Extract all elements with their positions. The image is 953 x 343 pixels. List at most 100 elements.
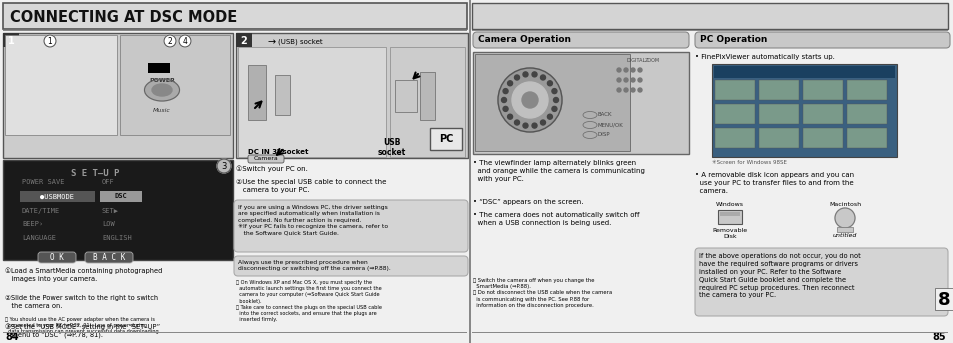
- FancyBboxPatch shape: [695, 248, 947, 316]
- Circle shape: [502, 88, 508, 94]
- Text: • The viewfinder lamp alternately blinks green
  and orange while the camera is : • The viewfinder lamp alternately blinks…: [473, 160, 644, 182]
- Circle shape: [547, 81, 552, 86]
- Text: 1: 1: [8, 36, 14, 46]
- Bar: [759, 128, 799, 148]
- Circle shape: [44, 35, 56, 47]
- Text: DIGITAL: DIGITAL: [626, 58, 645, 62]
- Bar: [419, 72, 435, 120]
- Text: Camera: Camera: [253, 156, 278, 162]
- Text: CONNECTING AT DSC MODE: CONNECTING AT DSC MODE: [10, 10, 237, 24]
- Text: ②Use the special USB cable to connect the
   camera to your PC.: ②Use the special USB cable to connect th…: [235, 179, 386, 193]
- Text: If the above operations do not occur, you do not
have the required software prog: If the above operations do not occur, yo…: [699, 253, 860, 298]
- Ellipse shape: [582, 121, 597, 129]
- Circle shape: [179, 35, 191, 47]
- Text: (USB) socket: (USB) socket: [277, 39, 322, 45]
- Text: Music: Music: [153, 107, 171, 113]
- Bar: [3, 332, 467, 333]
- Bar: [20, 191, 95, 202]
- Circle shape: [514, 75, 519, 80]
- Text: ③Set the “USB MODE” setting in the “SET–UP”
   menu to “DSC” (⇒P.78, 81).: ③Set the “USB MODE” setting in the “SET–…: [5, 323, 160, 338]
- Circle shape: [532, 72, 537, 77]
- Circle shape: [617, 78, 620, 82]
- Bar: [3, 33, 19, 47]
- Text: Camera Operation: Camera Operation: [477, 35, 571, 45]
- Bar: [100, 191, 142, 202]
- Circle shape: [216, 159, 231, 173]
- Bar: [692, 0, 953, 343]
- Text: ✳Screen for Windows 98SE: ✳Screen for Windows 98SE: [711, 160, 786, 165]
- Bar: [237, 47, 386, 157]
- Bar: [3, 30, 467, 31]
- Bar: [472, 332, 947, 333]
- Bar: [3, 160, 233, 260]
- Bar: [934, 288, 953, 310]
- Bar: [720, 212, 740, 216]
- Text: SET▶: SET▶: [102, 208, 119, 213]
- FancyBboxPatch shape: [233, 200, 468, 252]
- Text: 84: 84: [5, 332, 19, 342]
- Circle shape: [623, 88, 627, 92]
- Bar: [472, 3, 947, 29]
- Text: 4: 4: [182, 37, 187, 46]
- Bar: [472, 30, 947, 31]
- Bar: [713, 66, 894, 78]
- Text: BACK: BACK: [598, 113, 612, 118]
- Circle shape: [512, 82, 547, 118]
- Circle shape: [834, 208, 854, 228]
- Text: DISP: DISP: [598, 132, 610, 138]
- Bar: [3, 3, 467, 29]
- Text: ⓘ Switch the camera off when you change the
  SmartMedia (⇒P.88).
ⓘ Do not disco: ⓘ Switch the camera off when you change …: [473, 278, 612, 308]
- Bar: [846, 128, 886, 148]
- Text: • A removable disk icon appears and you can
  use your PC to transfer files to a: • A removable disk icon appears and you …: [695, 172, 853, 194]
- Circle shape: [522, 123, 527, 128]
- FancyBboxPatch shape: [85, 252, 132, 263]
- Text: If you are using a Windows PC, the driver settings
are specified automatically w: If you are using a Windows PC, the drive…: [237, 205, 388, 236]
- Text: • “DSC” appears on the screen.: • “DSC” appears on the screen.: [473, 199, 583, 205]
- Text: POWER SAVE: POWER SAVE: [22, 179, 65, 186]
- Text: Windows: Windows: [716, 202, 743, 207]
- Circle shape: [514, 120, 519, 125]
- Circle shape: [623, 68, 627, 72]
- Text: ⓘ You should use the AC power adapter when the camera is
  connected to your PC : ⓘ You should use the AC power adapter wh…: [5, 317, 160, 334]
- Bar: [802, 80, 842, 100]
- Bar: [475, 54, 629, 151]
- Ellipse shape: [152, 84, 172, 96]
- Text: 3: 3: [221, 162, 227, 171]
- Text: ZOOM: ZOOM: [644, 58, 659, 62]
- Text: Macintosh: Macintosh: [828, 202, 861, 207]
- Bar: [120, 35, 230, 135]
- FancyBboxPatch shape: [473, 32, 688, 48]
- Circle shape: [630, 88, 635, 92]
- Text: • FinePixViewer automatically starts up.: • FinePixViewer automatically starts up.: [695, 54, 834, 60]
- FancyBboxPatch shape: [248, 155, 284, 163]
- FancyBboxPatch shape: [38, 252, 76, 263]
- Text: LOW: LOW: [102, 222, 114, 227]
- Circle shape: [553, 97, 558, 103]
- Circle shape: [638, 78, 641, 82]
- FancyBboxPatch shape: [233, 256, 468, 276]
- Bar: [846, 104, 886, 124]
- Ellipse shape: [582, 111, 597, 118]
- Bar: [802, 128, 842, 148]
- Text: O K: O K: [50, 253, 64, 262]
- Circle shape: [623, 78, 627, 82]
- Text: POWER: POWER: [149, 78, 174, 83]
- Text: PC Operation: PC Operation: [700, 35, 766, 45]
- Text: ③Switch the camera on.: ③Switch the camera on.: [235, 205, 320, 211]
- Bar: [235, 33, 468, 158]
- Text: S E T–U P: S E T–U P: [71, 168, 119, 177]
- Circle shape: [638, 88, 641, 92]
- Text: ①Load a SmartMedia containing photographed
   images into your camera.: ①Load a SmartMedia containing photograph…: [5, 267, 162, 282]
- Bar: [718, 210, 741, 224]
- Bar: [846, 80, 886, 100]
- Bar: [395, 80, 416, 112]
- Text: DATE/TIME: DATE/TIME: [22, 208, 60, 213]
- Text: ①Switch your PC on.: ①Switch your PC on.: [235, 165, 308, 172]
- Text: 8: 8: [937, 291, 949, 309]
- Bar: [390, 47, 464, 157]
- Text: ⓘ On Windows XP and Mac OS X, you must specify the
  automatic launch settings t: ⓘ On Windows XP and Mac OS X, you must s…: [235, 280, 381, 322]
- Text: untitled: untitled: [832, 233, 857, 238]
- Bar: [274, 75, 290, 115]
- Text: ②Slide the Power switch to the right to switch
   the camera on.: ②Slide the Power switch to the right to …: [5, 295, 158, 309]
- Text: DC IN 3Vsocket: DC IN 3Vsocket: [248, 149, 308, 155]
